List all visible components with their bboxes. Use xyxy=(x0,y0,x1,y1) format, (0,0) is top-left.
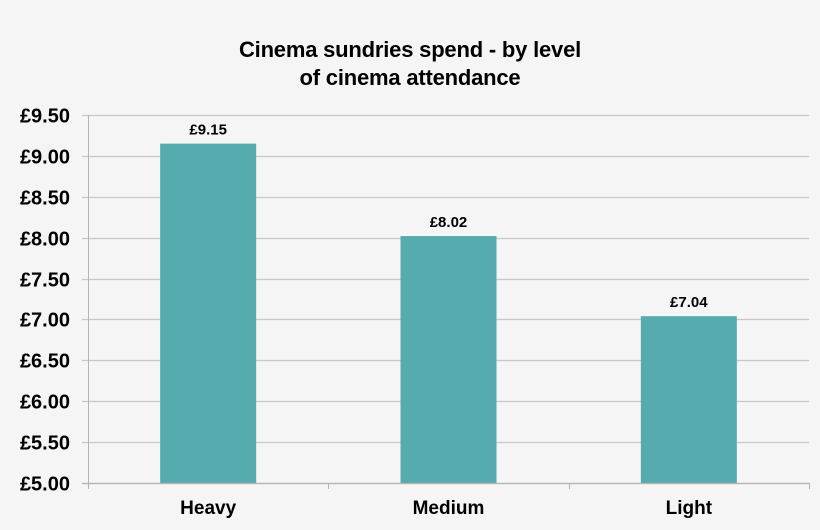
chart-title-line-1: Cinema sundries spend - by level xyxy=(238,37,582,62)
y-tick-label: £5.00 xyxy=(20,474,70,496)
data-label: £7.04 xyxy=(670,294,708,311)
y-tick-label: £9.00 xyxy=(20,147,70,169)
y-tick-label: £9.50 xyxy=(20,106,70,128)
bars: £9.15 £8.02 £7.04 xyxy=(160,122,737,483)
x-category-label: Light xyxy=(666,498,713,519)
data-label: £8.02 xyxy=(430,214,468,231)
bar-light xyxy=(640,316,737,483)
y-axis: £5.00 £5.50 £6.00 £6.50 £7.00 £7.50 £8.00 £8.50… xyxy=(20,106,89,496)
chart-title-line-2: of cinema attendance xyxy=(299,65,521,90)
bar-heavy xyxy=(160,143,257,483)
y-tick-label: £8.50 xyxy=(20,188,70,210)
y-tick-label: £7.00 xyxy=(20,310,70,332)
chart-title: Cinema sundries spend - by level of cine… xyxy=(0,36,820,92)
y-tick-label: £7.50 xyxy=(20,270,70,292)
y-tick-label: £6.50 xyxy=(20,351,70,373)
y-tick-label: £6.00 xyxy=(20,392,70,414)
y-tick-label: £5.50 xyxy=(20,433,70,455)
x-category-label: Medium xyxy=(413,498,485,519)
bar-medium xyxy=(400,236,497,483)
y-tick-label: £8.00 xyxy=(20,229,70,251)
x-category-label: Heavy xyxy=(180,498,236,519)
x-axis: Heavy Medium Light xyxy=(82,482,810,519)
data-label: £9.15 xyxy=(189,122,227,139)
